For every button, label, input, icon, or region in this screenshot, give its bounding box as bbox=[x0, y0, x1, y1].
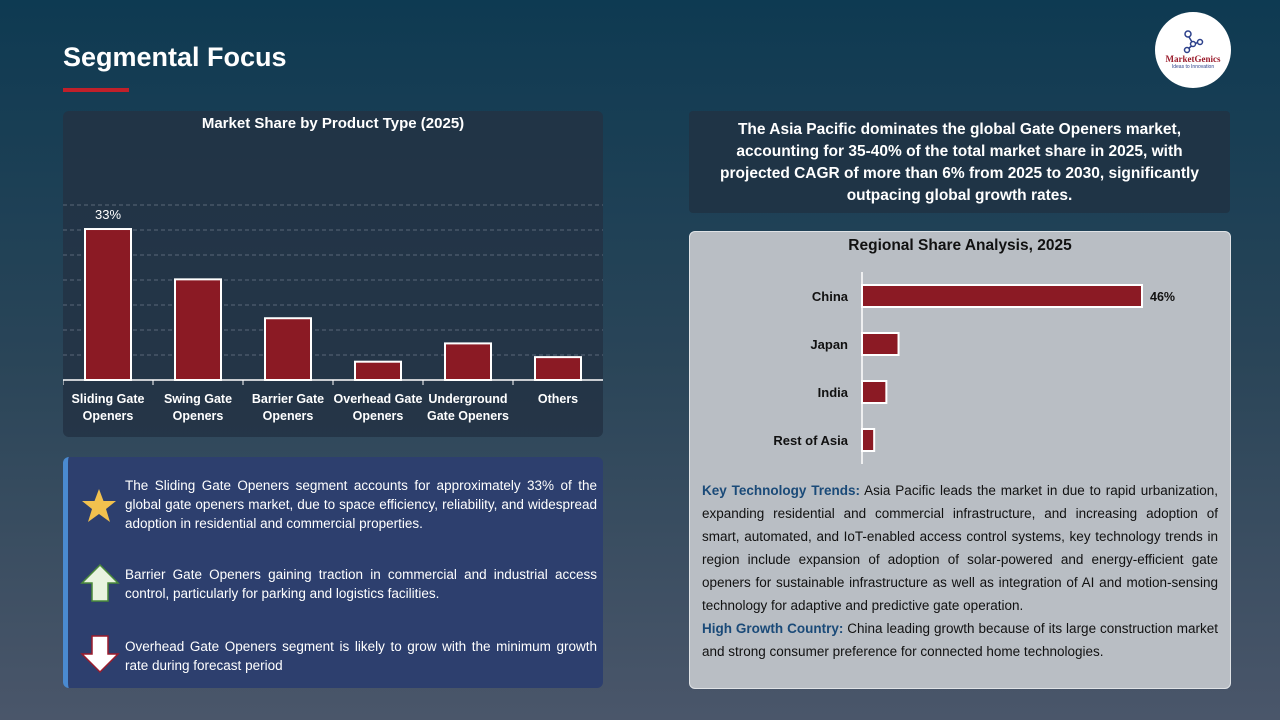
summary-box: The Asia Pacific dominates the global Ga… bbox=[689, 111, 1230, 213]
regional-chart: China 46% Japan India Rest of Asia bbox=[773, 272, 1175, 464]
bar bbox=[861, 284, 1143, 308]
tick-label: Barrier Gate bbox=[252, 392, 324, 406]
tick-label: Japan bbox=[810, 337, 848, 352]
tick-label: Openers bbox=[173, 409, 224, 423]
insight-text: Barrier Gate Openers gaining traction in… bbox=[125, 567, 597, 601]
data-label: 33% bbox=[95, 207, 121, 222]
molecule-icon bbox=[1183, 30, 1204, 54]
bar bbox=[264, 317, 312, 382]
chart-title: Market Share by Product Type (2025) bbox=[201, 115, 465, 132]
data-label: 46% bbox=[1150, 290, 1175, 304]
arrow-up-icon bbox=[80, 563, 120, 602]
product-type-chart-panel: Market Share by Product Type (2025) 33% S… bbox=[63, 111, 603, 437]
insight-text: The Sliding Gate Openers segment account… bbox=[125, 478, 597, 531]
logo: MarketGenics Ideas to Innovation bbox=[1155, 12, 1231, 88]
insight-text: Overhead Gate Openers segment is likely … bbox=[125, 639, 597, 673]
insights-panel: The Sliding Gate Openers segment account… bbox=[63, 457, 603, 688]
arrow-down-icon bbox=[80, 635, 120, 674]
trends-label: Key Technology Trends: bbox=[702, 483, 861, 498]
tick-label: Overhead Gate bbox=[334, 392, 423, 406]
bar bbox=[861, 428, 876, 452]
bar bbox=[534, 356, 582, 381]
tick-label: Sliding Gate bbox=[72, 392, 145, 406]
tick-label: Underground bbox=[428, 392, 507, 406]
tick-label: Openers bbox=[353, 409, 404, 423]
product-type-chart: 33% Sliding Gate Openers Swing Gate Openers B… bbox=[63, 204, 603, 423]
chart-title: Regional Share Analysis, 2025 bbox=[848, 237, 1072, 254]
tick-label: Openers bbox=[263, 409, 314, 423]
title-underline bbox=[63, 88, 129, 92]
regional-panel: Regional Share Analysis, 2025 China 46% Ja… bbox=[689, 231, 1231, 689]
tick-label: Gate Openers bbox=[427, 409, 509, 423]
bar bbox=[861, 332, 900, 356]
bar bbox=[84, 228, 132, 382]
tick-label: Others bbox=[538, 392, 578, 406]
tick-label: Openers bbox=[83, 409, 134, 423]
trends-text: Key Technology Trends: Asia Pacific lead… bbox=[702, 483, 1218, 659]
growth-label: High Growth Country: bbox=[702, 621, 844, 636]
bar bbox=[174, 278, 222, 382]
bar bbox=[861, 380, 888, 404]
tick-label: Rest of Asia bbox=[773, 433, 848, 448]
tick-label: Swing Gate bbox=[164, 392, 232, 406]
tick-label: India bbox=[818, 385, 849, 400]
star-icon bbox=[82, 489, 116, 522]
tick-label: China bbox=[812, 289, 849, 304]
bar bbox=[354, 360, 402, 381]
page-title: Segmental Focus bbox=[63, 42, 287, 72]
bar bbox=[444, 342, 492, 381]
